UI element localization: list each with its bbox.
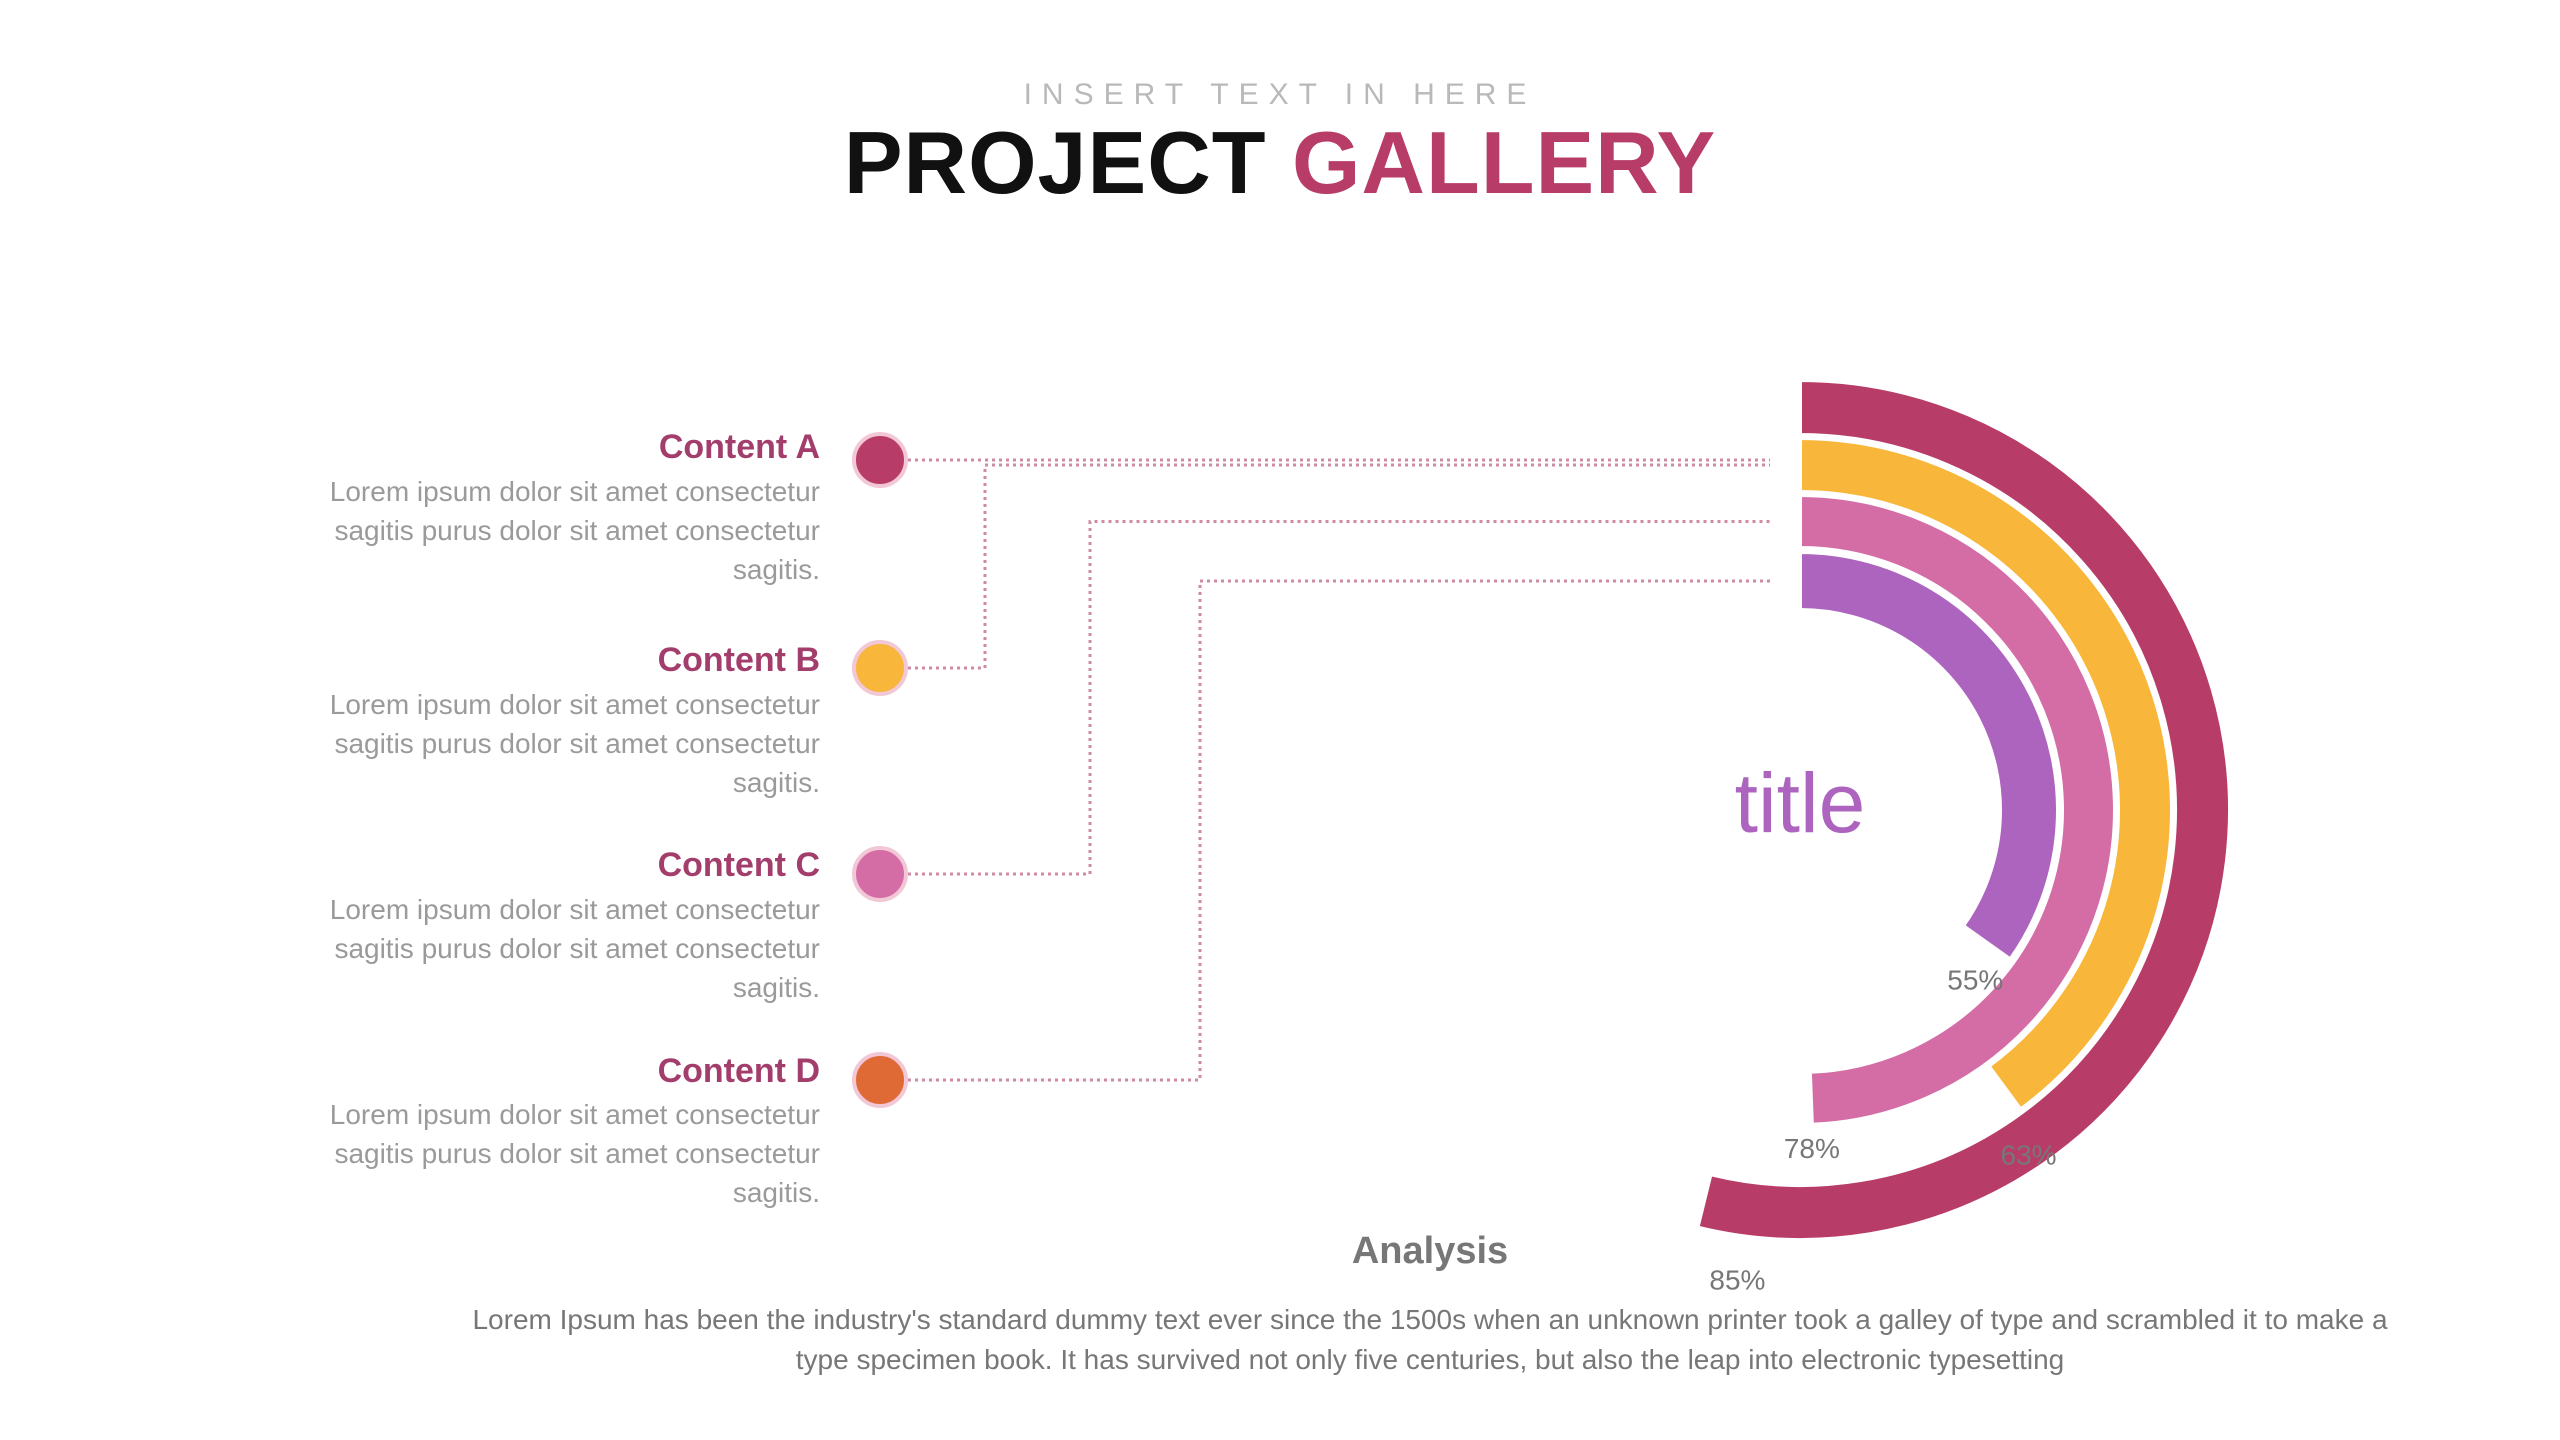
analysis-title: Analysis <box>1351 1230 1509 1272</box>
value-label-content-a: 85% <box>1709 1265 1765 1296</box>
content-c-text: Lorem ipsum dolor sit amet consectetur s… <box>329 894 820 1003</box>
content-d-text: Lorem ipsum dolor sit amet consectetur s… <box>329 1099 820 1208</box>
chart-arcs <box>1695 377 2232 1242</box>
connector-content-b <box>908 463 1770 670</box>
connector-content-c <box>908 520 1770 876</box>
content-a-bullet <box>852 432 908 488</box>
content-d-bullet <box>852 1052 908 1108</box>
arc-content-d <box>1798 549 2060 963</box>
chart-center-label: title <box>1735 756 1866 850</box>
value-label-content-d: 55% <box>1947 964 2003 995</box>
value-label-content-b: 63% <box>2001 1140 2057 1171</box>
content-a-text: Lorem ipsum dolor sit amet consectetur s… <box>329 476 820 585</box>
title-main: PROJECT <box>843 113 1292 212</box>
content-b-bullet <box>852 640 908 696</box>
value-label-content-c: 78% <box>1784 1133 1840 1164</box>
arc-content-a <box>1695 377 2232 1242</box>
chart-value-labels: 85% 63% 78% 55% <box>1709 964 2056 1295</box>
content-b-title: Content B <box>657 641 820 679</box>
page-title: PROJECT GALLERY <box>0 112 2560 214</box>
arc-content-b <box>1798 435 2174 1113</box>
arc-content-c <box>1798 492 2118 1127</box>
analysis-body: Lorem Ipsum has been the industry's stan… <box>472 1304 2388 1375</box>
connector-lines <box>908 458 1770 1082</box>
content-c-bullet <box>852 846 908 902</box>
header-subtitle: INSERT TEXT IN HERE <box>1023 78 1537 111</box>
content-a-title: Content A <box>658 428 820 466</box>
content-d-title: Content D <box>657 1052 820 1090</box>
connector-content-d <box>908 579 1770 1082</box>
content-b-text: Lorem ipsum dolor sit amet consectetur s… <box>329 689 820 798</box>
content-c-title: Content C <box>657 846 820 884</box>
title-accent: GALLERY <box>1291 113 1717 212</box>
